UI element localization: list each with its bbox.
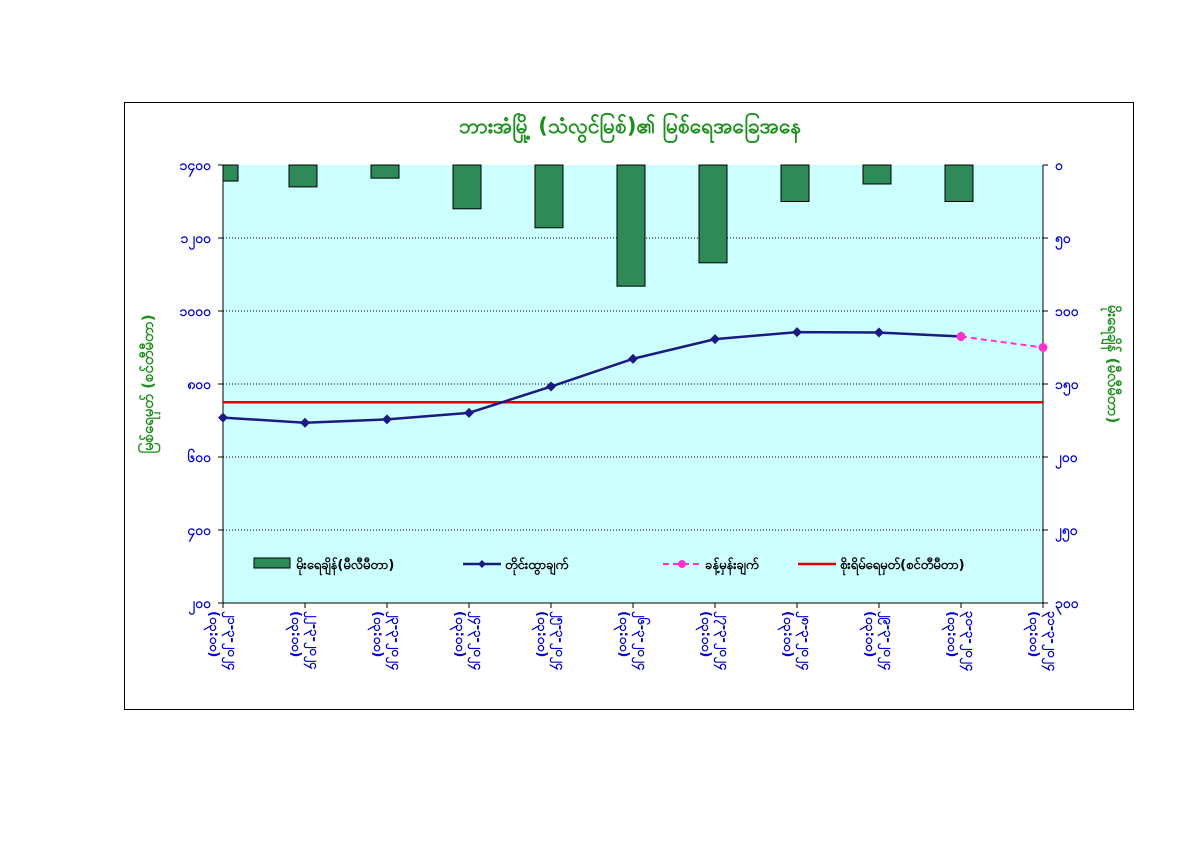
- observed-point: [710, 334, 720, 345]
- rainfall-bar: [862, 164, 892, 185]
- x-tick-label: ၂၆-၃-၂၀၂၄: [631, 611, 651, 671]
- x-tick-label-time: (၀၃:၀၀): [285, 611, 303, 657]
- x-tick-label: ၃၁-၃-၂၀၂၄: [1041, 611, 1059, 672]
- rainfall-bar: [222, 164, 239, 182]
- x-tick-label: ၂၃-၃-၂၀၂၄: [385, 611, 403, 671]
- rainfall-bar: [780, 164, 810, 202]
- x-tick-label: ၂၇-၃-၂၀၂၄: [713, 611, 731, 671]
- y-tick-label-right: ၀: [1055, 158, 1064, 174]
- observed-point: [382, 414, 392, 425]
- x-tick-label-time: (၀၃:၀၀): [859, 611, 877, 657]
- x-tick-label: ၂၅-၃-၂၀၂၄: [549, 611, 567, 671]
- y-tick-label-left: ၄၀၀: [187, 523, 212, 542]
- x-tick-label: ၂၈-၃-၂၀၂၄: [795, 611, 813, 671]
- y-tick-label-right: ၅၀: [1055, 231, 1072, 250]
- legend-label: စိုးရိမ်ရေမှတ်(စင်တီမီတာ): [840, 556, 965, 576]
- legend-label: ခန့်မှန်းချက်: [705, 556, 759, 576]
- x-tick-label-time: (၀၃:၀၀): [1023, 611, 1041, 657]
- x-tick-label: ၂၁-၃-၂၀၂၄: [221, 611, 239, 671]
- y-tick-label-left: ၁၄၀၀: [180, 158, 213, 177]
- y-tick-label-left: ၈၀၀: [187, 377, 212, 393]
- observed-line: [222, 330, 962, 424]
- y-tick-label-right: ၂၅၀: [1055, 523, 1079, 542]
- legend-marker-forecast: [678, 560, 686, 568]
- rainfall-bar: [534, 164, 564, 229]
- forecast-line: [960, 335, 1044, 349]
- rainfall-bar: [370, 164, 400, 179]
- x-tick-label-time: (၀၃:၀၀): [613, 611, 631, 657]
- x-tick-label-time: (၀၃:၀၀): [777, 611, 795, 657]
- x-tick-label-time: (၀၃:၀၀): [203, 611, 221, 657]
- x-tick-label: ၂၄-၃-၂၀၂၄: [467, 611, 485, 671]
- y-tick-label-right: ၁၅၀: [1055, 377, 1080, 396]
- rainfall-bar: [452, 164, 482, 210]
- observed-point: [792, 327, 802, 338]
- rainfall-bar: [698, 164, 728, 264]
- legend-marker-observed: [478, 560, 486, 568]
- observed-point: [300, 417, 310, 428]
- observed-point: [628, 353, 638, 364]
- x-tick-label-time: (၀၃:၀၀): [367, 611, 385, 657]
- y-tick-label-left: ၂၀၀: [188, 596, 212, 615]
- rainfall-bar: [944, 164, 974, 202]
- legend-swatch-rainfall: [253, 557, 291, 569]
- chart-title: ဘားအံမြို့ (သံလွင်မြစ်)၏ မြစ်ရေအခြေအနေ: [459, 111, 802, 144]
- y-tick-label-right: ၂၀၀: [1055, 450, 1079, 469]
- x-tick-label-time: (၀၃:၀၀): [531, 611, 549, 657]
- y-axis-label-right: မိုးရေချိန် (မီလီမီတာ): [1100, 305, 1123, 424]
- y-tick-label-left: ၁၀၀၀: [180, 304, 213, 320]
- observed-point: [546, 381, 556, 392]
- legend-label: မိုးရေချိန်(မီလီမီတာ): [296, 556, 394, 576]
- x-tick-label: ၂၂-၃-၂၀၂၄: [303, 611, 321, 670]
- y-axis-label-left: မြစ်ရေမှတ် (စင်တီမီတာ): [137, 314, 161, 453]
- forecast-point: [956, 332, 966, 342]
- rainfall-bar: [616, 164, 646, 287]
- y-tick-label-right: ၃၀၀: [1055, 596, 1080, 615]
- forecast-point: [1038, 343, 1048, 352]
- x-tick-label: ၂၉-၃-၂၀၂၄: [877, 611, 895, 671]
- rainfall-bar: [288, 164, 318, 188]
- x-tick-label-time: (၀၃:၀၀): [449, 611, 467, 657]
- y-tick-label-right: ၁၀၀: [1055, 304, 1080, 320]
- x-tick-label-time: (၀၃:၀၀): [695, 611, 713, 657]
- observed-point: [464, 407, 474, 418]
- observed-point: [218, 412, 228, 423]
- legend-label: တိုင်းထွာချက်: [505, 556, 568, 576]
- x-tick-label-time: (၀၃:၀၀): [941, 611, 959, 657]
- y-tick-label-left: ၆၀၀: [187, 449, 212, 466]
- y-tick-label-left: ၁၂၀၀: [180, 231, 212, 250]
- x-tick-label: ၃၀-၃-၂၀၂၄: [959, 611, 977, 672]
- observed-point: [874, 327, 884, 338]
